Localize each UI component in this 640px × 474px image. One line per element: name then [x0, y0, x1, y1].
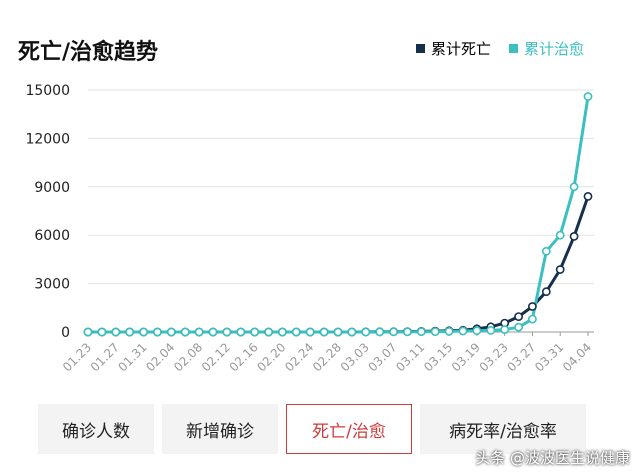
data-point-1-7: [180, 327, 190, 337]
x-tick-label: 01.23: [60, 340, 94, 374]
tab-death-recovered[interactable]: 死亡/治愈: [286, 404, 412, 454]
tab-confirmed[interactable]: 确诊人数: [38, 404, 154, 454]
data-point-1-14: [277, 327, 287, 337]
data-point-1-21: [375, 327, 385, 337]
legend-swatch-death: [415, 44, 425, 53]
x-tick-label: 02.12: [199, 340, 233, 374]
data-point-1-32: [528, 314, 537, 324]
data-point-1-28: [472, 326, 482, 336]
data-point-1-6: [166, 327, 176, 337]
data-point-1-9: [208, 327, 218, 337]
x-tick-label: 03.15: [421, 340, 455, 374]
data-point-1-20: [361, 327, 371, 337]
chart-tabs: 确诊人数 新增确诊 死亡/治愈 病死率/治愈率: [38, 404, 586, 454]
x-tick-label: 02.20: [254, 340, 288, 374]
data-point-1-22: [389, 327, 398, 337]
line-chart: 0300060009000120001500001.2301.2701.3102…: [25, 83, 594, 374]
data-point-1-36: [583, 92, 593, 101]
data-point-0-35: [569, 231, 579, 241]
legend-item-recovered[interactable]: 累计治愈: [508, 38, 584, 59]
chart-legend: 累计死亡 累计治愈: [415, 38, 584, 59]
data-point-1-11: [236, 327, 246, 337]
y-tick-label: 3000: [34, 277, 70, 293]
data-point-1-0: [83, 327, 93, 337]
data-point-1-3: [125, 327, 135, 337]
data-point-1-8: [194, 327, 204, 337]
y-tick-label: 12000: [25, 131, 70, 147]
x-tick-label: 03.03: [338, 340, 372, 374]
series-line-1: [88, 96, 590, 334]
x-tick-label: 03.19: [449, 340, 483, 374]
data-point-0-31: [514, 312, 523, 321]
x-tick-label: 03.23: [477, 340, 511, 374]
x-tick-label: 03.11: [393, 340, 427, 374]
x-tick-label: 03.07: [365, 340, 399, 374]
data-point-1-29: [486, 325, 496, 335]
data-point-0-32: [528, 302, 537, 311]
tab-new-confirmed[interactable]: 新增确诊: [162, 404, 278, 454]
data-point-1-25: [430, 327, 440, 336]
y-tick-label: 9000: [34, 180, 70, 196]
data-point-1-35: [569, 182, 579, 192]
data-point-1-12: [250, 327, 260, 337]
data-point-1-30: [500, 325, 510, 334]
legend-label-death: 累计死亡: [430, 40, 491, 58]
legend-item-death[interactable]: 累计死亡: [415, 38, 491, 59]
data-point-1-19: [347, 327, 357, 337]
data-point-1-23: [402, 327, 412, 337]
y-tick-label: 0: [61, 325, 70, 341]
tab-fatality-recovery-rate[interactable]: 病死率/治愈率: [420, 404, 586, 454]
data-point-1-15: [291, 327, 301, 337]
x-tick-label: 03.31: [532, 340, 566, 374]
chart-title: 死亡/治愈趋势: [18, 40, 159, 65]
data-point-0-34: [555, 265, 565, 274]
legend-label-recovered: 累计治愈: [523, 40, 584, 58]
data-point-1-10: [222, 327, 232, 337]
legend-swatch-recovered: [508, 44, 518, 53]
x-tick-label: 02.16: [227, 340, 261, 374]
data-point-1-33: [541, 246, 551, 256]
data-point-1-5: [152, 327, 162, 337]
data-point-1-4: [139, 327, 148, 337]
x-tick-label: 02.28: [310, 340, 344, 374]
data-point-1-1: [97, 327, 107, 337]
x-tick-label: 03.27: [504, 340, 538, 374]
x-tick-label: 02.08: [171, 340, 205, 374]
data-point-1-18: [333, 327, 343, 337]
data-point-1-34: [555, 230, 565, 240]
data-point-1-17: [319, 327, 329, 337]
data-point-0-36: [583, 191, 593, 201]
x-tick-label: 01.27: [88, 340, 122, 374]
x-tick-label: 04.04: [560, 340, 594, 374]
data-point-1-24: [416, 327, 426, 337]
series-line-0: [88, 195, 590, 334]
data-point-1-16: [305, 327, 315, 337]
data-point-1-31: [514, 322, 523, 332]
data-point-1-26: [444, 326, 454, 336]
x-tick-label: 01.31: [115, 340, 149, 374]
data-point-1-2: [111, 327, 121, 337]
data-point-1-27: [458, 326, 468, 336]
data-point-1-13: [264, 327, 273, 337]
y-tick-label: 6000: [34, 228, 70, 244]
x-tick-label: 02.04: [143, 340, 177, 374]
watermark: 头条 @波波医生说健康: [475, 449, 630, 467]
x-tick-label: 02.24: [282, 340, 316, 374]
data-point-0-33: [541, 287, 551, 297]
y-tick-label: 15000: [25, 83, 70, 99]
